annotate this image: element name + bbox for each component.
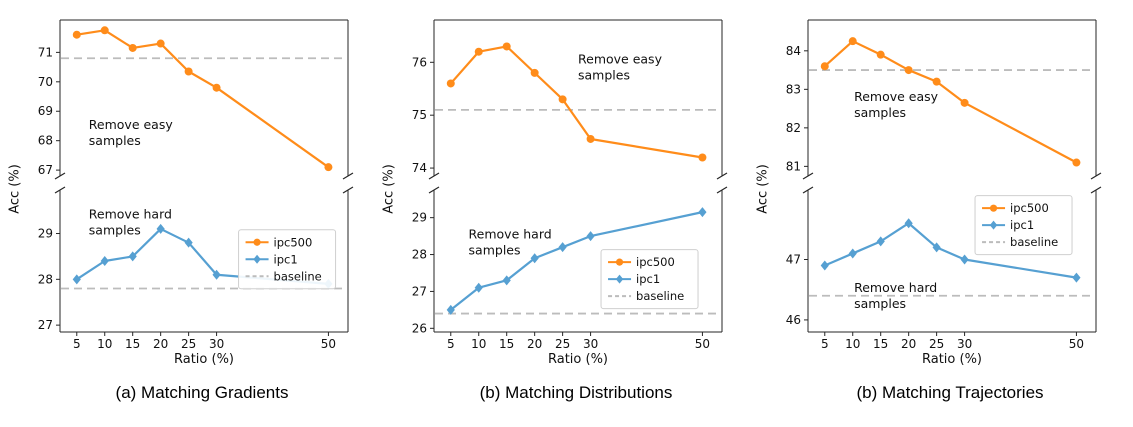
y-axis-label: Acc (%)	[381, 164, 397, 214]
svg-text:70: 70	[38, 75, 53, 89]
svg-text:50: 50	[321, 337, 336, 351]
svg-text:30: 30	[583, 337, 598, 351]
panel-caption: (b) Matching Trajectories	[856, 383, 1044, 402]
svg-text:74: 74	[412, 161, 427, 175]
svg-text:25: 25	[929, 337, 944, 351]
svg-text:baseline: baseline	[1010, 235, 1058, 249]
subplot-remove-hard-gradients: 27 28 29 5 10 15 20 25 30 50 Remove hard samples ipc…	[38, 186, 354, 351]
svg-text:ipc500: ipc500	[274, 235, 313, 249]
svg-text:ipc1: ipc1	[274, 252, 298, 266]
svg-text:47: 47	[786, 252, 801, 266]
y-axis-label-container: Acc (%)	[380, 10, 398, 354]
svg-text:ipc1: ipc1	[1010, 218, 1034, 232]
subplot-remove-hard-distributions: 26 27 28 29 5 10 15 20 25 30 50 Remove hard samples i…	[412, 186, 728, 351]
svg-text:30: 30	[209, 337, 224, 351]
svg-text:26: 26	[412, 321, 427, 335]
panel-plots-column: 74 75 76 Remove easy samples 26 27 28 29 5 10 15 20…	[398, 10, 728, 427]
subplot-remove-easy-trajectories: 81 82 83 84 Remove easy samples	[786, 19, 1102, 180]
svg-text:25: 25	[181, 337, 196, 351]
panel-matching-gradients: Acc (%) 67 68 69 70 71 Remove easy samples 27 2…	[6, 10, 354, 427]
svg-text:28: 28	[412, 248, 427, 262]
svg-text:15: 15	[125, 337, 140, 351]
svg-text:81: 81	[786, 159, 801, 173]
subplot-remove-easy-distributions: 74 75 76 Remove easy samples	[412, 19, 728, 180]
svg-text:ipc1: ipc1	[636, 272, 660, 286]
panel-plots-column: 81 82 83 84 Remove easy samples 46 47 5 10 15 20 25…	[772, 10, 1102, 427]
svg-text:50: 50	[1069, 337, 1084, 351]
svg-text:20: 20	[153, 337, 168, 351]
svg-text:25: 25	[555, 337, 570, 351]
y-axis-label-container: Acc (%)	[754, 10, 772, 354]
x-axis-label: Ratio (%)	[921, 352, 982, 367]
x-axis-label: Ratio (%)	[547, 352, 608, 367]
svg-text:10: 10	[97, 337, 112, 351]
svg-text:30: 30	[957, 337, 972, 351]
y-axis-label-container: Acc (%)	[6, 10, 24, 354]
panel-matching-trajectories: Acc (%) 81 82 83 84 Remove easy samples 46 47 5…	[754, 10, 1102, 427]
svg-text:ipc500: ipc500	[1010, 201, 1049, 215]
svg-text:29: 29	[412, 211, 427, 225]
svg-text:67: 67	[38, 163, 53, 177]
panel-caption: (b) Matching Distributions	[479, 383, 673, 402]
panel-caption: (a) Matching Gradients	[115, 383, 289, 402]
svg-text:10: 10	[845, 337, 860, 351]
svg-text:15: 15	[873, 337, 888, 351]
panel-plots-column: 67 68 69 70 71 Remove easy samples 27 28 29 5 10 15…	[24, 10, 354, 427]
svg-text:5: 5	[73, 337, 81, 351]
svg-text:84: 84	[786, 44, 801, 58]
panel-matching-distributions: Acc (%) 74 75 76 Remove easy samples 26 27 28 2…	[380, 10, 728, 427]
svg-text:20: 20	[527, 337, 542, 351]
svg-text:ipc500: ipc500	[636, 255, 675, 269]
x-axis-label: Ratio (%)	[173, 352, 234, 367]
svg-text:5: 5	[821, 337, 829, 351]
svg-text:75: 75	[412, 108, 427, 122]
svg-text:27: 27	[38, 318, 53, 332]
svg-text:5: 5	[447, 337, 455, 351]
svg-text:82: 82	[786, 121, 801, 135]
svg-text:20: 20	[901, 337, 916, 351]
svg-text:46: 46	[786, 313, 801, 327]
svg-text:baseline: baseline	[636, 289, 684, 303]
svg-text:baseline: baseline	[274, 269, 322, 283]
svg-text:10: 10	[471, 337, 486, 351]
svg-text:76: 76	[412, 55, 427, 69]
svg-text:71: 71	[38, 45, 53, 59]
svg-text:83: 83	[786, 82, 801, 96]
svg-text:68: 68	[38, 134, 53, 148]
svg-text:29: 29	[38, 227, 53, 241]
subplot-remove-hard-trajectories: 46 47 5 10 15 20 25 30 50 Remove hard samples ipc50…	[786, 186, 1102, 351]
y-axis-label: Acc (%)	[7, 164, 23, 214]
svg-text:69: 69	[38, 104, 53, 118]
svg-text:28: 28	[38, 272, 53, 286]
subplot-remove-easy-gradients: 67 68 69 70 71 Remove easy samples	[38, 19, 354, 180]
y-axis-label: Acc (%)	[755, 164, 771, 214]
svg-text:15: 15	[499, 337, 514, 351]
svg-text:27: 27	[412, 284, 427, 298]
svg-text:50: 50	[695, 337, 710, 351]
